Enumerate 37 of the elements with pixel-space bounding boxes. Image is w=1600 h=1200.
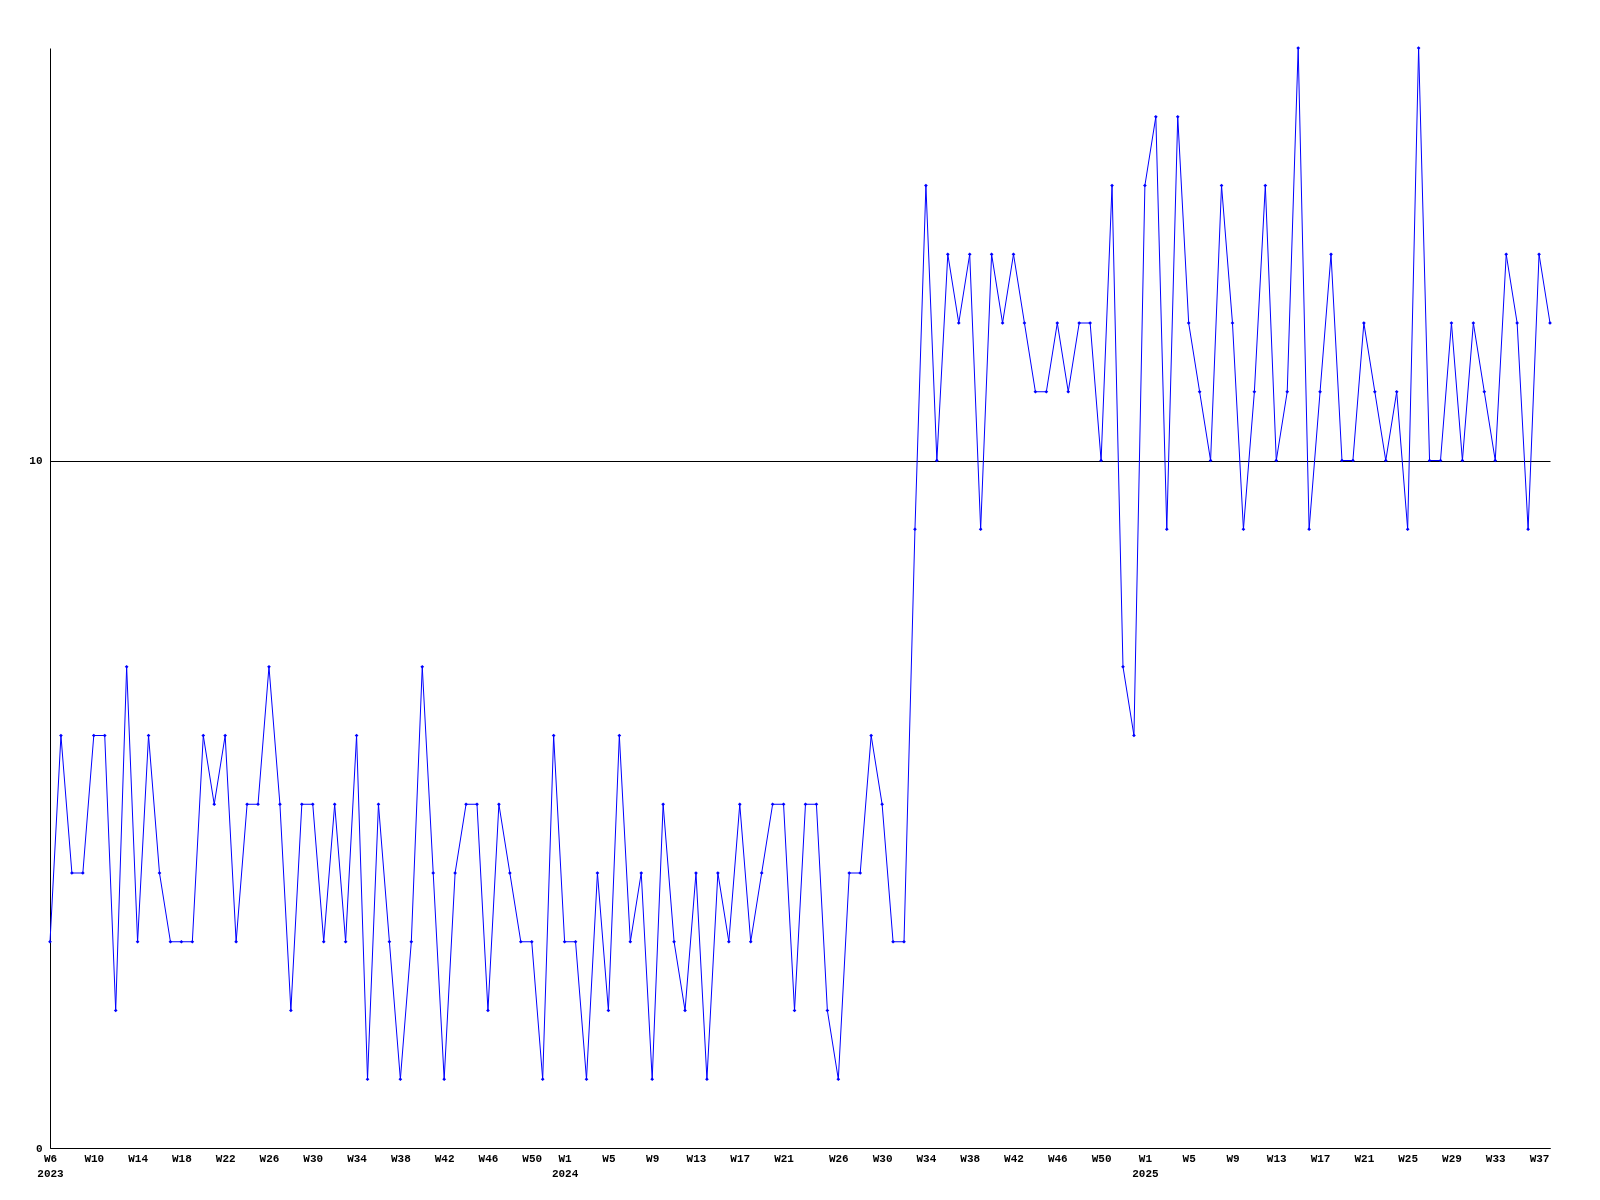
x-tick-label: W42 xyxy=(1004,1152,1024,1165)
x-tick-label: W26 xyxy=(259,1152,280,1165)
x-tick-label: W13 xyxy=(686,1152,707,1165)
x-tick-label: W9 xyxy=(646,1152,660,1165)
x-tick-label: W30 xyxy=(872,1152,893,1165)
x-tick-label: W6 2023 xyxy=(37,1152,65,1180)
x-tick-label: W42 xyxy=(434,1152,455,1165)
x-tick-label: W5 xyxy=(602,1152,616,1165)
x-tick-label: W1 2024 xyxy=(551,1152,579,1180)
x-tick-label: W50 xyxy=(522,1152,543,1165)
x-tick-label: W34 xyxy=(916,1152,937,1165)
x-tick-label: W17 xyxy=(1310,1152,1331,1165)
x-tick-label: W29 xyxy=(1442,1152,1462,1165)
x-tick-label: W13 xyxy=(1266,1152,1288,1165)
x-tick-label: W38 xyxy=(390,1152,412,1165)
x-tick-label: W21 xyxy=(1354,1152,1375,1165)
x-tick-label: W46 xyxy=(1047,1152,1068,1165)
x-tick-label: W9 xyxy=(1226,1152,1240,1165)
x-tick-label: W46 xyxy=(478,1152,499,1165)
x-tick-label: W26 xyxy=(828,1152,849,1165)
x-tick-label: W33 xyxy=(1485,1152,1507,1165)
x-tick-label: W1 2025 xyxy=(1132,1152,1159,1180)
x-tick-label: W14 xyxy=(128,1152,149,1165)
x-tick-label: W21 xyxy=(774,1152,795,1165)
x-tick-label: W25 xyxy=(1398,1152,1419,1165)
y-tick-label: 10 xyxy=(29,455,43,467)
x-tick-label: W50 xyxy=(1091,1152,1112,1165)
x-tick-label: W30 xyxy=(303,1152,324,1165)
x-tick-label: W38 xyxy=(960,1152,981,1165)
x-tick-label: W10 xyxy=(84,1152,105,1165)
x-tick-label: W5 xyxy=(1182,1152,1197,1165)
x-tick-label: W18 xyxy=(171,1152,193,1165)
x-tick-label: W17 xyxy=(730,1152,751,1165)
x-tick-label: W22 xyxy=(215,1152,236,1165)
y-tick-label: 0 xyxy=(35,1142,43,1155)
x-tick-label: W34 xyxy=(347,1152,368,1165)
x-tick-label: W37 xyxy=(1529,1152,1550,1165)
